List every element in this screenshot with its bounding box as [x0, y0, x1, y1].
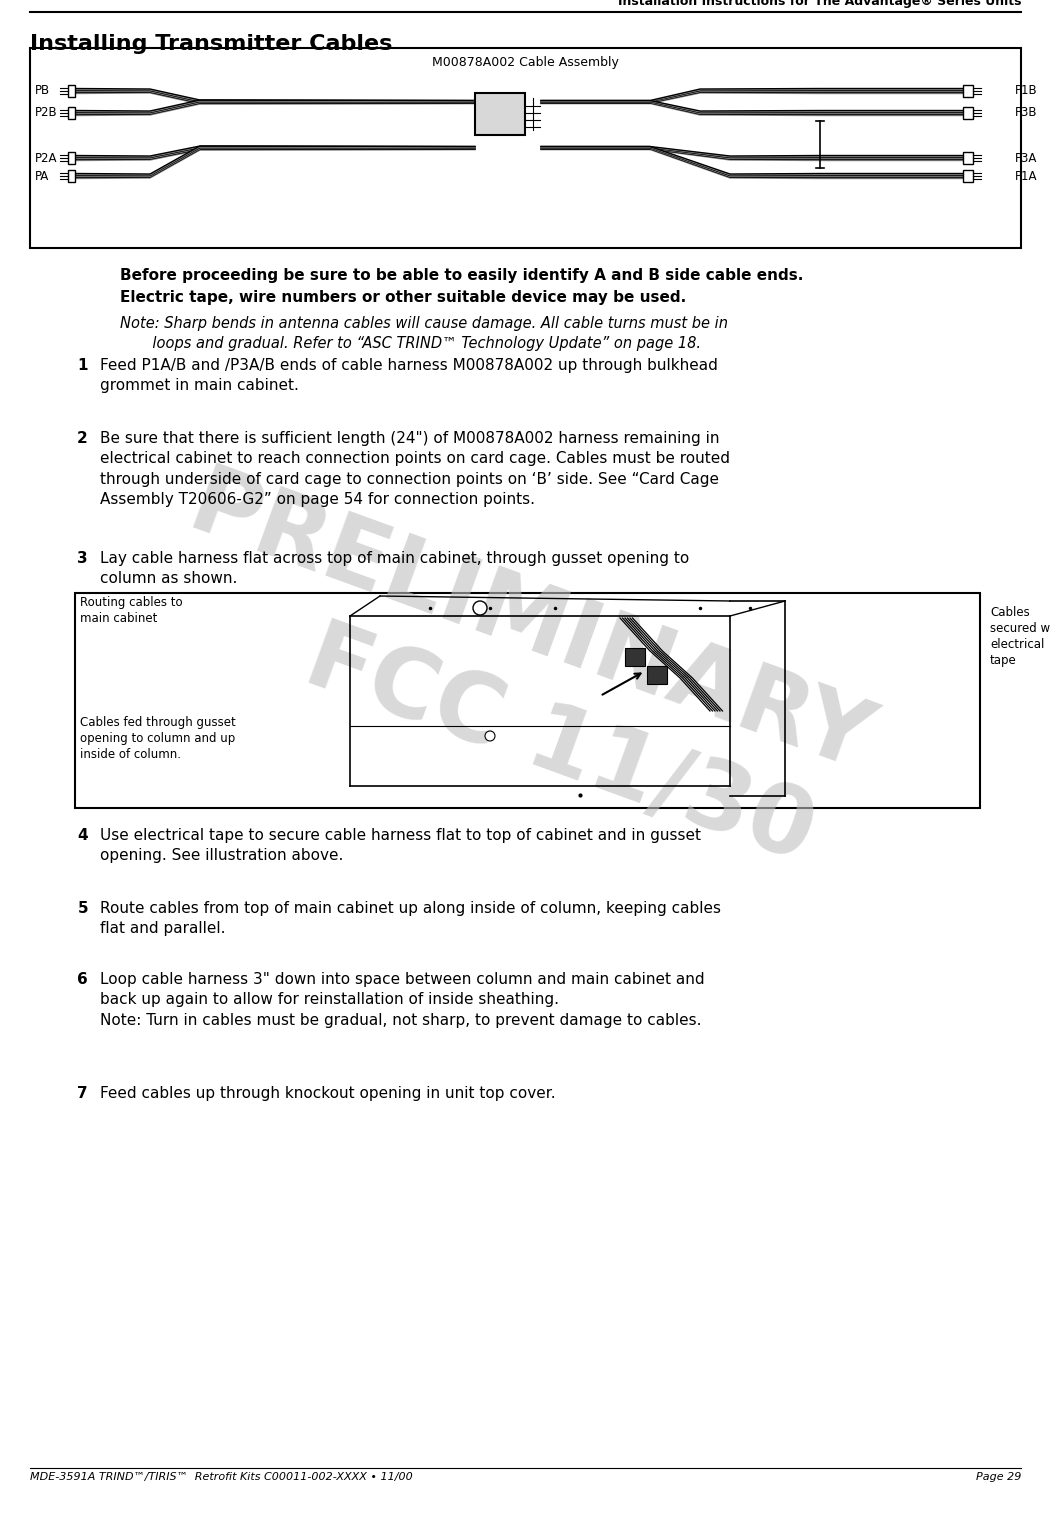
Text: loops and gradual. Refer to “ASC TRIND™ Technology Update” on page 18.: loops and gradual. Refer to “ASC TRIND™ …	[120, 336, 701, 351]
Bar	[30, 47, 1021, 249]
Text: Route cables from top of main cabinet up along inside of column, keeping cables
: Route cables from top of main cabinet up…	[100, 900, 721, 937]
Bar	[475, 93, 526, 134]
Text: Before proceeding be sure to be able to easily identify A and B side cable ends.: Before proceeding be sure to be able to …	[120, 269, 803, 282]
Text: P3A: P3A	[1015, 151, 1037, 165]
Text: Page 29: Page 29	[975, 1473, 1021, 1482]
Circle shape	[473, 601, 487, 615]
Bar	[68, 169, 75, 182]
Circle shape	[485, 731, 495, 742]
Text: P2B: P2B	[35, 107, 58, 119]
Bar	[68, 153, 75, 163]
Text: Installation Instructions for The Advantage® Series Units: Installation Instructions for The Advant…	[618, 0, 1021, 8]
Bar	[625, 649, 645, 665]
Text: Routing cables to
main cabinet: Routing cables to main cabinet	[80, 597, 183, 626]
Text: PB: PB	[35, 84, 50, 98]
Text: Lay cable harness flat across top of main cabinet, through gusset opening to
col: Lay cable harness flat across top of mai…	[100, 551, 689, 586]
Text: Use electrical tape to secure cable harness flat to top of cabinet and in gusset: Use electrical tape to secure cable harn…	[100, 829, 701, 864]
Text: PA: PA	[35, 169, 49, 183]
Text: Cables
secured with
electrical
tape: Cables secured with electrical tape	[990, 606, 1051, 667]
Bar	[68, 107, 75, 119]
Text: P2A: P2A	[35, 151, 58, 165]
Text: Be sure that there is sufficient length (24") of M00878A002 harness remaining in: Be sure that there is sufficient length …	[100, 430, 730, 507]
Text: 5: 5	[78, 900, 88, 916]
Text: PRELIMINARY: PRELIMINARY	[177, 459, 884, 792]
Bar	[963, 153, 973, 163]
Text: Feed cables up through knockout opening in unit top cover.: Feed cables up through knockout opening …	[100, 1087, 556, 1100]
Text: P1A: P1A	[1015, 169, 1037, 183]
Text: FCC 11/30: FCC 11/30	[293, 612, 826, 881]
Text: P1B: P1B	[1015, 84, 1037, 98]
Text: Loop cable harness 3" down into space between column and main cabinet and
back u: Loop cable harness 3" down into space be…	[100, 972, 704, 1029]
Text: Cables fed through gusset
opening to column and up
inside of column.: Cables fed through gusset opening to col…	[80, 716, 235, 761]
Bar	[75, 594, 980, 807]
Text: Installing Transmitter Cables: Installing Transmitter Cables	[30, 34, 392, 53]
Text: 4: 4	[78, 829, 88, 842]
Bar	[963, 169, 973, 182]
Text: Note: Sharp bends in antenna cables will cause damage. All cable turns must be i: Note: Sharp bends in antenna cables will…	[120, 316, 728, 331]
Bar	[647, 665, 667, 684]
Text: 2: 2	[78, 430, 88, 446]
Bar	[68, 85, 75, 98]
Text: Feed P1A/B and /P3A/B ends of cable harness M00878A002 up through bulkhead
gromm: Feed P1A/B and /P3A/B ends of cable harn…	[100, 359, 718, 394]
Bar	[963, 85, 973, 98]
Text: P3B: P3B	[1015, 107, 1037, 119]
Text: Electric tape, wire numbers or other suitable device may be used.: Electric tape, wire numbers or other sui…	[120, 290, 686, 305]
Text: 7: 7	[78, 1087, 88, 1100]
Text: 3: 3	[78, 551, 88, 566]
Text: 6: 6	[78, 972, 88, 987]
Text: 1: 1	[78, 359, 88, 372]
Bar	[963, 107, 973, 119]
Text: MDE-3591A TRIND™/TIRIS™  Retrofit Kits C00011-002-XXXX • 11/00: MDE-3591A TRIND™/TIRIS™ Retrofit Kits C0…	[30, 1473, 413, 1482]
Text: M00878A002 Cable Assembly: M00878A002 Cable Assembly	[432, 56, 618, 69]
